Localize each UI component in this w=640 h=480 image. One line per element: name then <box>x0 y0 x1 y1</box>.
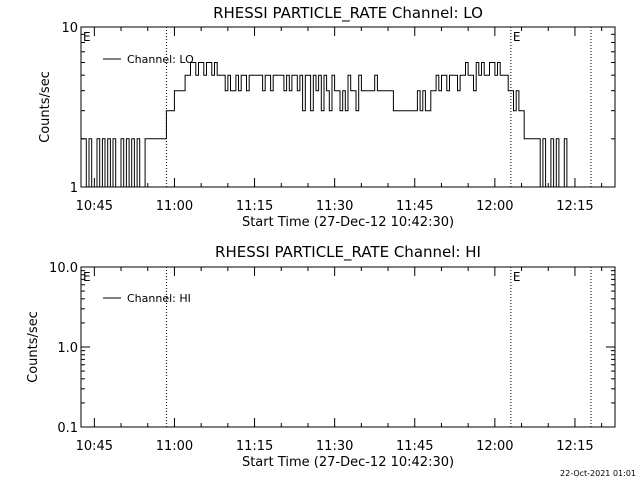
hi-chart-title: RHESSI PARTICLE_RATE Channel: HI <box>215 243 481 262</box>
hi-legend-label: Channel: HI <box>127 292 191 305</box>
lo-x-tick-label: 11:00 <box>156 199 193 214</box>
hi-y-tick-label: 10.0 <box>49 261 78 276</box>
lo-x-tick-label: 11:30 <box>316 199 353 214</box>
lo-y-axis-label: Counts/sec <box>38 71 53 143</box>
hi-x-tick-label: 10:45 <box>76 439 113 454</box>
hi-event-marker-label: E <box>513 270 521 284</box>
hi-x-tick-labels: 10:45 11:00 11:15 11:30 11:45 12:00 12:15 <box>76 439 594 454</box>
hi-x-tick-label: 11:00 <box>156 439 193 454</box>
hi-x-tick-label: 11:45 <box>396 439 433 454</box>
hi-marker-lines <box>165 267 592 427</box>
hi-x-tick-label: 12:00 <box>476 439 513 454</box>
lo-x-tick-labels: 10:45 11:00 11:15 11:30 11:45 12:00 12:15 <box>76 199 594 214</box>
hi-x-axis-label: Start Time (27-Dec-12 10:42:30) <box>242 455 454 470</box>
lo-legend: Channel: LO <box>103 53 194 66</box>
lo-event-marker-label: E <box>83 30 91 44</box>
lo-x-tick-label: 12:15 <box>556 199 593 214</box>
hi-plot-frame <box>80 266 616 428</box>
lo-plot-frame <box>80 26 616 188</box>
hi-x-tick-label: 11:30 <box>316 439 353 454</box>
hi-event-marker-label: E <box>83 270 91 284</box>
hi-legend: Channel: HI <box>103 292 191 305</box>
hi-y-tick-label: 1.0 <box>57 341 78 356</box>
lo-legend-label: Channel: LO <box>127 53 194 66</box>
hi-y-tick-labels: 0.1 1.0 10.0 <box>49 261 78 436</box>
hi-y-axis-label: Counts/sec <box>26 311 41 383</box>
lo-x-tick-label: 11:15 <box>236 199 273 214</box>
lo-series-group <box>81 62 578 188</box>
lo-axis-ticks <box>81 26 615 188</box>
lo-channel-panel: RHESSI PARTICLE_RATE Channel: LO 10:45 11… <box>38 4 616 230</box>
plot-timestamp: 22-Oct-2021 01:01 <box>560 469 636 478</box>
hi-axis-ticks <box>81 266 615 428</box>
lo-marker-lines <box>165 27 592 187</box>
lo-x-tick-label: 10:45 <box>76 199 113 214</box>
lo-y-tick-label: 10 <box>61 21 78 36</box>
lo-x-tick-label: 11:45 <box>396 199 433 214</box>
lo-x-axis-label: Start Time (27-Dec-12 10:42:30) <box>242 215 454 230</box>
lo-x-tick-label: 12:00 <box>476 199 513 214</box>
hi-channel-panel: RHESSI PARTICLE_RATE Channel: HI 10:45 11… <box>26 243 616 470</box>
lo-y-tick-labels: 1 10 <box>61 21 78 196</box>
lo-event-marker-label: E <box>513 30 521 44</box>
hi-x-tick-label: 11:15 <box>236 439 273 454</box>
lo-series-line <box>81 62 578 188</box>
lo-chart-title: RHESSI PARTICLE_RATE Channel: LO <box>213 4 483 23</box>
lo-y-tick-label: 1 <box>70 181 78 196</box>
hi-y-tick-label: 0.1 <box>57 421 78 436</box>
hi-x-tick-label: 12:15 <box>556 439 593 454</box>
